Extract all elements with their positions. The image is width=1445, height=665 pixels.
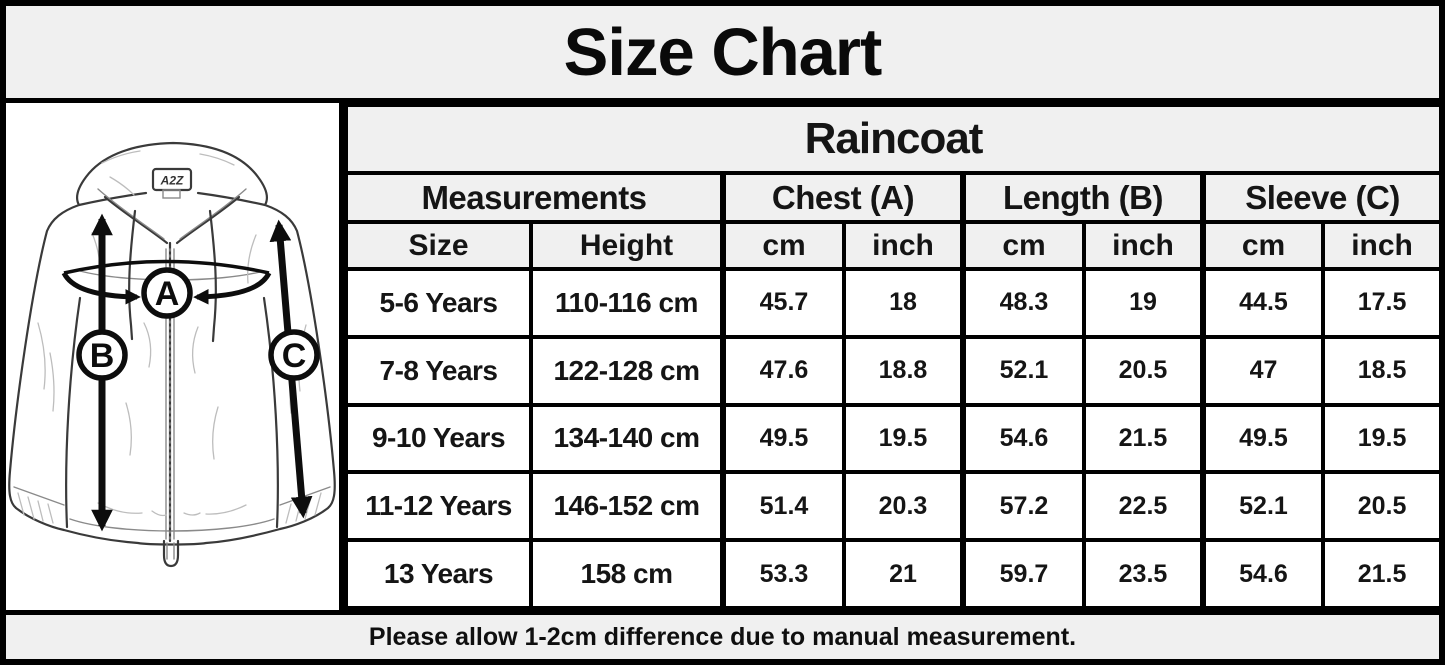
group-header-row: Measurements Chest (A) Length (B) Sleeve… xyxy=(344,171,1444,224)
brand-tag: A2Z xyxy=(151,167,193,199)
col-header-length-inch: inch xyxy=(1082,220,1205,271)
chest-inch-cell: 19.5 xyxy=(842,402,965,475)
chest-inch-cell: 20.3 xyxy=(842,470,965,543)
height-cell: 110-116 cm xyxy=(529,267,725,339)
height-cell: 134-140 cm xyxy=(529,402,725,475)
size-cell: 7-8 Years xyxy=(344,334,533,407)
col-header-length-cm: cm xyxy=(960,220,1086,271)
col-header-sleeve-inch: inch xyxy=(1321,220,1444,271)
height-cell: 146-152 cm xyxy=(529,470,725,543)
group-header-measurements: Measurements xyxy=(344,171,725,224)
page-title: Size Chart xyxy=(563,14,883,90)
length-cm-cell: 57.2 xyxy=(960,470,1086,543)
group-header-chest: Chest (A) xyxy=(720,171,965,224)
length-inch-cell: 23.5 xyxy=(1082,538,1205,610)
size-row-13-years: 13 Years 158 cm 53.3 21 59.7 23.5 54.6 2… xyxy=(344,538,1444,610)
chest-cm-cell: 47.6 xyxy=(720,334,846,407)
length-cm-cell: 48.3 xyxy=(960,267,1086,339)
length-inch-cell: 19 xyxy=(1082,267,1205,339)
length-measure-label: B xyxy=(90,337,115,375)
sleeve-cm-cell: 52.1 xyxy=(1200,470,1325,543)
group-header-length: Length (B) xyxy=(960,171,1205,224)
raincoat-illustration: A2Z xyxy=(8,141,336,568)
height-cell: 122-128 cm xyxy=(529,334,725,407)
sleeve-inch-cell: 17.5 xyxy=(1321,267,1444,339)
sleeve-inch-cell: 21.5 xyxy=(1321,538,1444,610)
col-header-height: Height xyxy=(529,220,725,271)
col-header-chest-inch: inch xyxy=(842,220,965,271)
title-bar: Size Chart xyxy=(6,6,1439,103)
sleeve-cm-cell: 54.6 xyxy=(1200,538,1325,610)
size-table-panel: Raincoat Measurements Chest (A) Length (… xyxy=(343,103,1444,610)
col-header-size: Size xyxy=(344,220,533,271)
size-cell: 13 Years xyxy=(344,538,533,610)
chest-inch-cell: 18.8 xyxy=(842,334,965,407)
length-measure-arrow: B xyxy=(76,213,128,532)
col-header-chest-cm: cm xyxy=(720,220,846,271)
sleeve-inch-cell: 18.5 xyxy=(1321,334,1444,407)
product-header-row: Raincoat xyxy=(343,103,1444,175)
sleeve-measure-label: C xyxy=(282,337,307,375)
size-row-11-12-years: 11-12 Years 146-152 cm 51.4 20.3 57.2 22… xyxy=(344,470,1444,543)
col-header-sleeve-cm: cm xyxy=(1200,220,1325,271)
sleeve-measure-arrow: C xyxy=(268,219,320,519)
chest-cm-cell: 51.4 xyxy=(720,470,846,543)
length-cm-cell: 54.6 xyxy=(960,402,1086,475)
size-table: Raincoat Measurements Chest (A) Length (… xyxy=(343,103,1444,610)
length-cm-cell: 52.1 xyxy=(960,334,1086,407)
sleeve-cm-cell: 44.5 xyxy=(1200,267,1325,339)
size-cell: 5-6 Years xyxy=(344,267,533,339)
size-row-5-6-years: 5-6 Years 110-116 cm 45.7 18 48.3 19 44.… xyxy=(344,267,1444,339)
group-header-sleeve: Sleeve (C) xyxy=(1199,171,1444,224)
sub-header-row: Size Height cm inch cm inch cm inch xyxy=(344,220,1444,271)
length-cm-cell: 59.7 xyxy=(960,538,1086,610)
product-title: Raincoat xyxy=(343,103,1444,175)
length-inch-cell: 21.5 xyxy=(1082,402,1205,475)
size-row-7-8-years: 7-8 Years 122-128 cm 47.6 18.8 52.1 20.5… xyxy=(344,334,1444,407)
measurement-note: Please allow 1-2cm difference due to man… xyxy=(368,622,1077,651)
sleeve-cm-cell: 47 xyxy=(1200,334,1325,407)
chest-cm-cell: 49.5 xyxy=(720,402,846,475)
chest-measure-arrow: A xyxy=(61,259,272,319)
size-row-9-10-years: 9-10 Years 134-140 cm 49.5 19.5 54.6 21.… xyxy=(344,402,1444,475)
size-cell: 11-12 Years xyxy=(344,470,533,543)
main-area: A2Z xyxy=(6,103,1444,610)
brand-tag-label: A2Z xyxy=(160,174,184,188)
sleeve-inch-cell: 19.5 xyxy=(1321,402,1444,475)
height-cell: 158 cm xyxy=(529,538,725,610)
length-inch-cell: 22.5 xyxy=(1082,470,1205,543)
chest-measure-label: A xyxy=(155,275,180,313)
size-cell: 9-10 Years xyxy=(344,402,533,475)
chest-cm-cell: 45.7 xyxy=(720,267,846,339)
sleeve-inch-cell: 20.5 xyxy=(1321,470,1444,543)
footer-bar: Please allow 1-2cm difference due to man… xyxy=(6,610,1439,659)
sleeve-cm-cell: 49.5 xyxy=(1200,402,1325,475)
chest-cm-cell: 53.3 xyxy=(720,538,846,610)
chest-inch-cell: 21 xyxy=(842,538,965,610)
length-inch-cell: 20.5 xyxy=(1082,334,1205,407)
illustration-panel: A2Z xyxy=(6,103,344,610)
chest-inch-cell: 18 xyxy=(842,267,965,339)
